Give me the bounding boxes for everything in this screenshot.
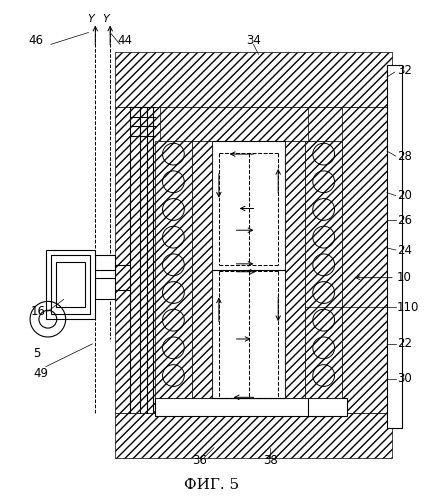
Bar (285, 142, 305, 398)
Bar (51, 255, 91, 314)
Bar (343, 106, 392, 413)
Text: 44: 44 (117, 34, 133, 47)
Text: 24: 24 (397, 244, 412, 256)
Text: 20: 20 (397, 189, 412, 202)
Text: 10: 10 (397, 271, 412, 284)
Bar (308, 106, 392, 142)
Bar (115, 52, 392, 106)
Text: 46: 46 (28, 34, 43, 47)
Text: 16: 16 (31, 305, 46, 318)
Bar (305, 142, 343, 398)
Bar (192, 142, 212, 398)
Text: 38: 38 (263, 454, 278, 467)
Bar (155, 142, 192, 398)
Bar (387, 65, 402, 428)
Text: 110: 110 (397, 301, 419, 314)
Text: 28: 28 (397, 150, 412, 162)
Bar (155, 398, 328, 416)
Text: Y: Y (102, 14, 108, 24)
Text: 26: 26 (397, 214, 412, 227)
Text: 49: 49 (33, 367, 48, 380)
Bar (115, 413, 392, 458)
Text: 32: 32 (397, 64, 412, 76)
Bar (115, 106, 159, 413)
Bar (212, 142, 285, 398)
Bar (95, 255, 115, 300)
Text: 22: 22 (397, 338, 412, 350)
Bar (56, 262, 85, 308)
Bar (308, 398, 347, 416)
Text: 5: 5 (33, 348, 40, 360)
Bar (46, 250, 95, 319)
Bar (155, 106, 328, 142)
Text: ФИГ. 5: ФИГ. 5 (184, 478, 240, 492)
Text: 34: 34 (246, 34, 261, 47)
Text: Y: Y (87, 14, 94, 24)
Text: 36: 36 (192, 454, 207, 467)
Text: 30: 30 (397, 372, 411, 385)
